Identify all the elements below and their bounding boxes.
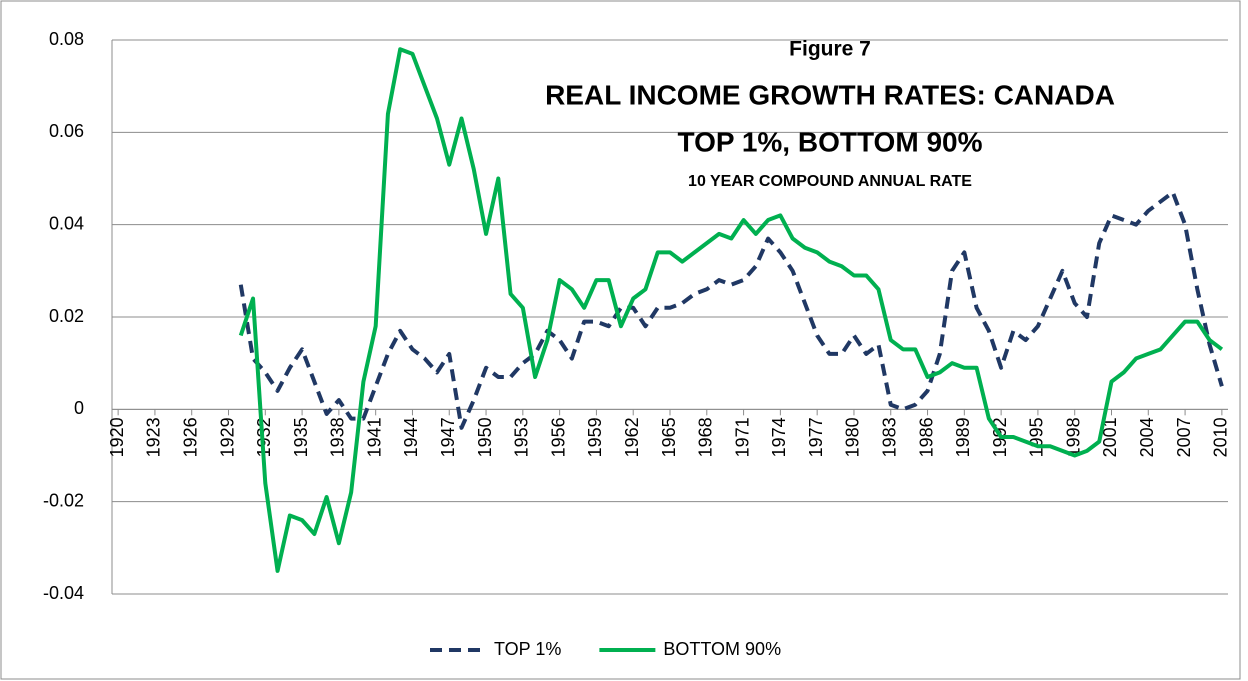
x-tick-label: 1962 bbox=[622, 417, 642, 457]
x-tick-label: 1953 bbox=[512, 417, 532, 457]
x-tick-label: 1944 bbox=[401, 417, 421, 457]
x-tick-label: 1995 bbox=[1027, 417, 1047, 457]
chart-subtitle: TOP 1%, BOTTOM 90% bbox=[678, 126, 983, 157]
chart-subtitle: REAL INCOME GROWTH RATES: CANADA bbox=[545, 79, 1115, 110]
x-tick-label: 2004 bbox=[1137, 417, 1157, 457]
x-tick-label: 1986 bbox=[916, 417, 936, 457]
y-tick-label: 0.06 bbox=[49, 121, 84, 141]
x-tick-label: 1923 bbox=[144, 417, 164, 457]
x-tick-label: 1938 bbox=[328, 417, 348, 457]
y-tick-label: 0.08 bbox=[49, 29, 84, 49]
chart-subtitle: 10 YEAR COMPOUND ANNUAL RATE bbox=[688, 173, 972, 190]
y-tick-label: 0 bbox=[74, 398, 84, 418]
y-tick-label: -0.04 bbox=[43, 583, 84, 603]
y-tick-label: 0.02 bbox=[49, 306, 84, 326]
legend-label: TOP 1% bbox=[494, 639, 561, 659]
legend-label: BOTTOM 90% bbox=[663, 639, 781, 659]
x-tick-label: 1941 bbox=[364, 417, 384, 457]
x-tick-label: 2007 bbox=[1174, 417, 1194, 457]
x-tick-label: 1959 bbox=[585, 417, 605, 457]
line-series bbox=[238, 190, 1224, 430]
x-tick-label: 1983 bbox=[879, 417, 899, 457]
x-tick-label: 1977 bbox=[806, 417, 826, 457]
x-tick-label: 1956 bbox=[548, 417, 568, 457]
x-tick-label: 1974 bbox=[769, 417, 789, 457]
x-tick-label: 1980 bbox=[843, 417, 863, 457]
x-tick-label: 2001 bbox=[1100, 417, 1120, 457]
line-series bbox=[238, 47, 1224, 573]
x-tick-label: 1929 bbox=[217, 417, 237, 457]
x-tick-label: 1965 bbox=[659, 417, 679, 457]
x-tick-label: 1926 bbox=[180, 417, 200, 457]
x-tick-label: 1968 bbox=[696, 417, 716, 457]
x-tick-label: 1989 bbox=[953, 417, 973, 457]
x-tick-label: 1998 bbox=[1063, 417, 1083, 457]
x-tick-label: 1920 bbox=[107, 417, 127, 457]
chart-title: Figure 7 bbox=[789, 38, 871, 61]
x-tick-label: 1950 bbox=[475, 417, 495, 457]
x-tick-label: 1971 bbox=[732, 417, 752, 457]
y-tick-label: 0.04 bbox=[49, 213, 84, 233]
x-tick-label: 1935 bbox=[291, 417, 311, 457]
x-tick-label: 2010 bbox=[1211, 417, 1231, 457]
x-tick-label: 1947 bbox=[438, 417, 458, 457]
y-tick-label: -0.02 bbox=[43, 490, 84, 510]
